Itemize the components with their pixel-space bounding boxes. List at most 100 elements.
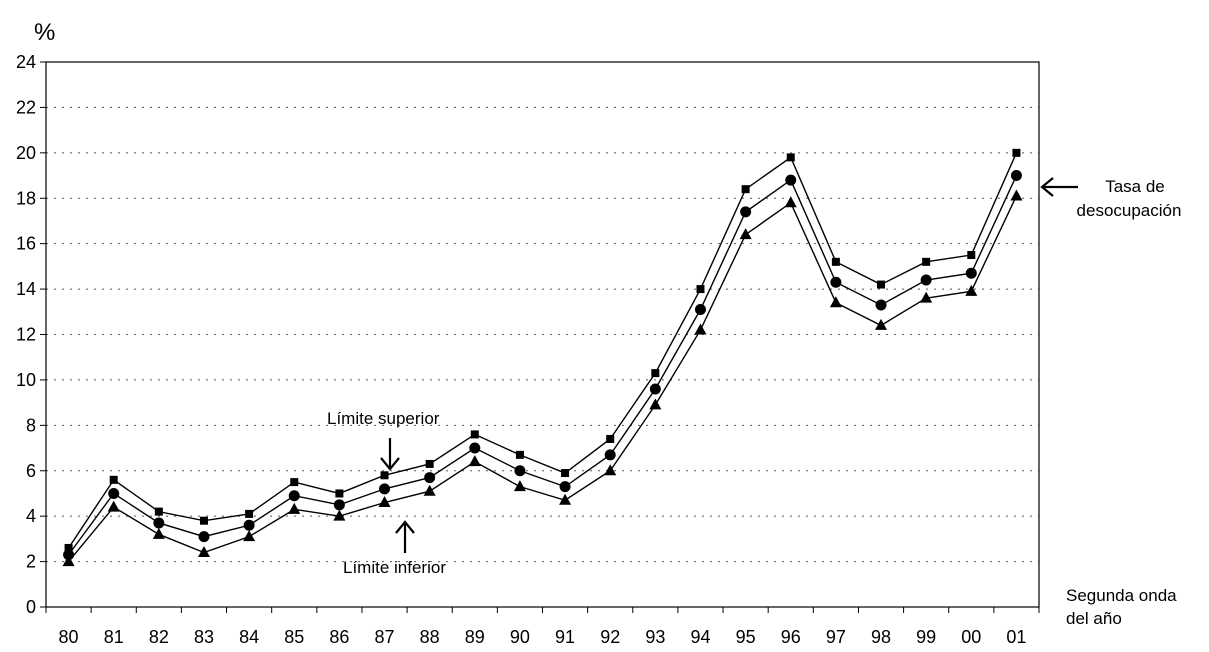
data-point-circle [424, 472, 436, 484]
x-tick-label: 97 [826, 627, 846, 647]
data-point-circle [875, 299, 887, 311]
y-tick-label: 0 [26, 597, 36, 617]
series-group [62, 148, 1023, 567]
data-point-circle [333, 499, 345, 511]
data-point-circle [198, 531, 210, 543]
data-point-circle [694, 304, 706, 316]
arrow-down-icon [380, 438, 400, 471]
data-point-circle [559, 481, 571, 493]
x-tick-label: 94 [690, 627, 710, 647]
data-point-square [109, 475, 118, 484]
data-point-square [967, 251, 976, 260]
data-point-square [470, 430, 479, 439]
x-tick-label: 88 [420, 627, 440, 647]
x-axis-label-line2: del año [1066, 609, 1122, 628]
y-tick-label: 12 [16, 325, 36, 345]
x-tick-label: 99 [916, 627, 936, 647]
x-tick-label: 83 [194, 627, 214, 647]
x-tick-label: 92 [600, 627, 620, 647]
annotation-rate-line2: desocupación [1077, 201, 1182, 220]
gridlines [46, 106, 1039, 563]
data-point-circle [379, 483, 391, 495]
data-point-triangle [649, 398, 662, 410]
x-axis: 80 81 82 83 84 85 86 87 88 89 90 91 92 93 94 95 96 97 98 99… [45, 607, 1040, 647]
data-point-square [741, 185, 750, 194]
data-point-square [696, 285, 705, 294]
y-tick-label: 22 [16, 97, 36, 117]
data-point-triangle [152, 527, 165, 539]
data-point-triangle [378, 496, 391, 508]
series-line [68, 195, 1018, 563]
arrow-up-icon [395, 520, 415, 553]
y-tick-label: 10 [16, 370, 36, 390]
data-point-square [786, 153, 795, 162]
series-circle [63, 170, 1022, 561]
y-unit-label: % [34, 19, 55, 46]
data-point-triangle [559, 493, 572, 505]
data-point-triangle [197, 546, 210, 557]
y-tick-label: 16 [16, 234, 36, 254]
data-point-triangle [513, 480, 526, 492]
data-point-square [154, 507, 163, 516]
data-point-circle [830, 276, 842, 288]
data-point-square [561, 469, 570, 478]
data-point-circle [243, 519, 255, 531]
x-axis-label-line1: Segunda onda [1066, 586, 1177, 605]
data-point-circle [965, 267, 977, 279]
x-tick-label: 98 [871, 627, 891, 647]
series-square [64, 148, 1021, 552]
data-point-circle [514, 465, 526, 477]
data-point-triangle [62, 555, 75, 567]
annotation-rate-line1: Tasa de [1105, 177, 1165, 196]
data-point-circle [785, 174, 797, 186]
series-line [68, 175, 1018, 556]
data-point-square [877, 280, 886, 289]
data-point-circle [469, 442, 481, 454]
y-tick-label: 6 [26, 461, 36, 481]
data-point-triangle [784, 196, 797, 208]
data-point-square [64, 543, 73, 552]
x-tick-label: 89 [465, 627, 485, 647]
y-tick-label: 2 [26, 552, 36, 572]
data-point-triangle [694, 323, 707, 335]
x-tick-label: 85 [284, 627, 304, 647]
data-point-triangle [920, 291, 933, 303]
y-tick-label: 20 [16, 143, 36, 163]
data-point-triangle [875, 318, 888, 330]
annotation-lower-label: Límite inferior [343, 558, 446, 577]
data-point-square [831, 257, 840, 266]
x-tick-label: 80 [59, 627, 79, 647]
data-point-square [335, 489, 344, 498]
data-point-triangle [243, 530, 256, 542]
data-point-circle [604, 449, 616, 461]
x-tick-label: 95 [736, 627, 756, 647]
data-point-triangle [107, 500, 120, 512]
x-tick-label: 93 [645, 627, 665, 647]
x-tick-label: 81 [104, 627, 124, 647]
data-point-circle [288, 490, 300, 502]
data-point-square [380, 471, 389, 480]
y-tick-label: 18 [16, 188, 36, 208]
x-tick-label: 00 [961, 627, 981, 647]
data-point-triangle [423, 484, 436, 496]
data-point-circle [920, 274, 932, 286]
data-point-square [199, 516, 208, 525]
data-point-triangle [965, 284, 978, 296]
x-tick-label: 90 [510, 627, 530, 647]
x-tick-label: 91 [555, 627, 575, 647]
x-tick-label: 01 [1006, 627, 1026, 647]
data-point-circle [649, 383, 661, 395]
data-point-triangle [1010, 189, 1023, 201]
data-point-square [245, 509, 254, 518]
y-tick-label: 4 [26, 506, 36, 526]
data-point-triangle [829, 296, 842, 308]
data-point-circle [108, 487, 120, 499]
data-point-square [651, 369, 660, 378]
x-tick-label: 82 [149, 627, 169, 647]
annotation-upper-label: Límite superior [327, 409, 440, 428]
arrow-left-icon [1040, 177, 1078, 197]
data-point-circle [153, 517, 165, 529]
x-tick-label: 84 [239, 627, 259, 647]
